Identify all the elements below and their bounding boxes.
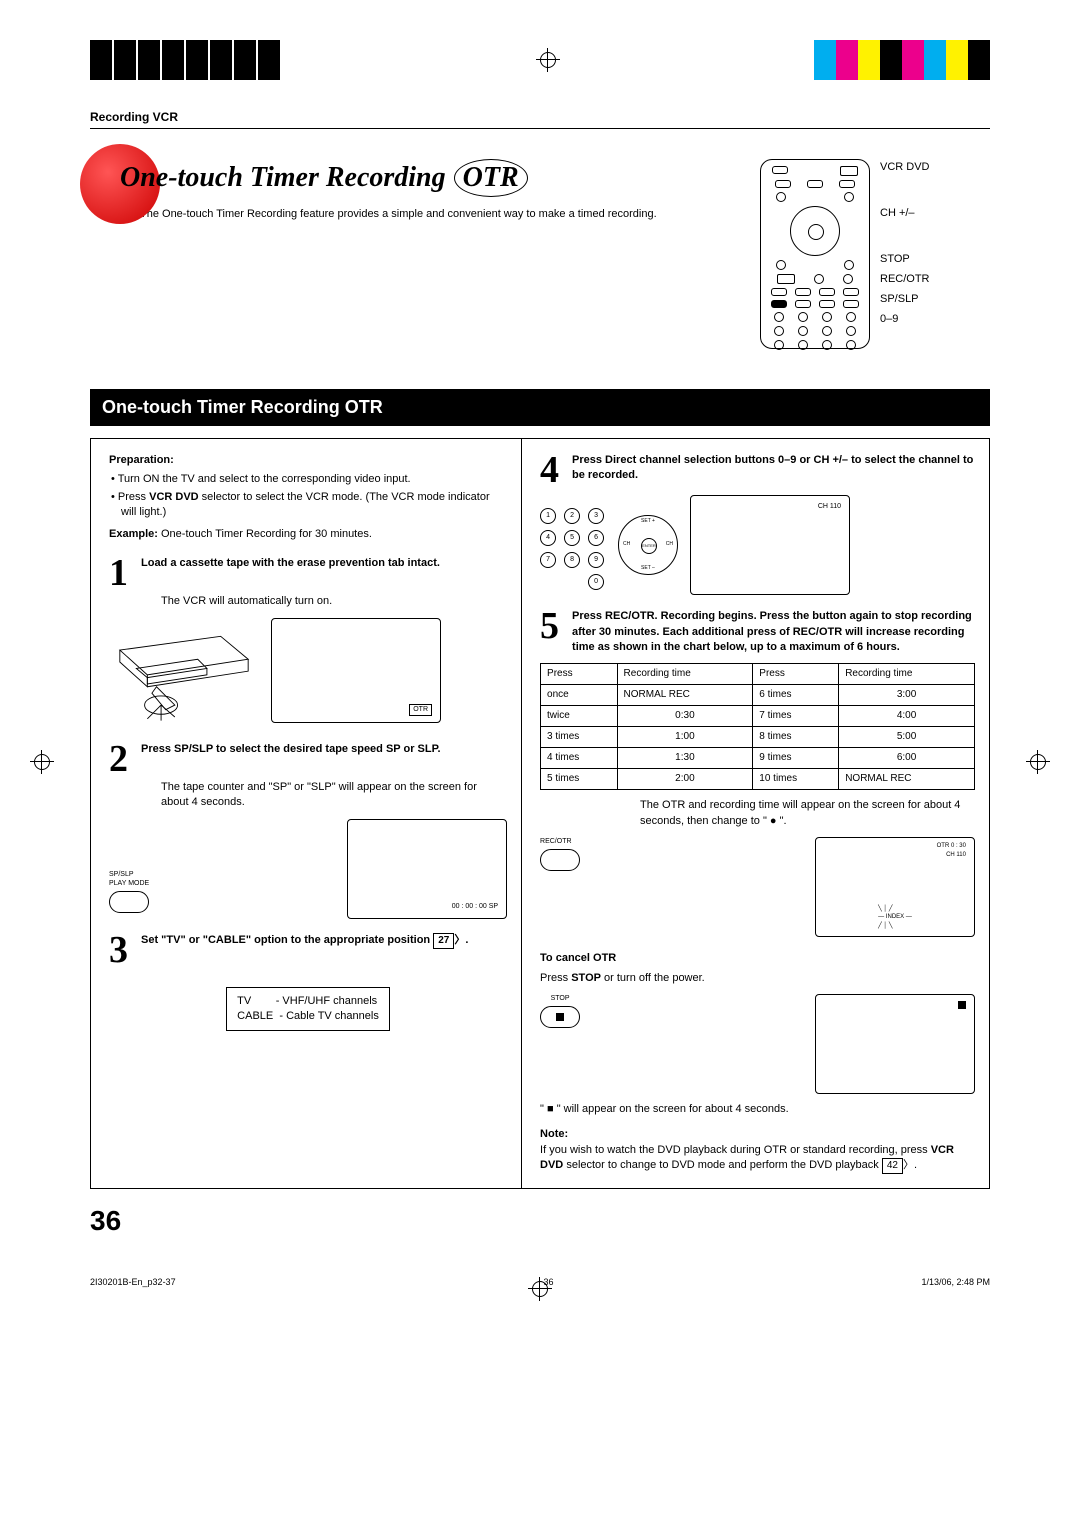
keypad-illustration: 123 456 789 0 [540, 508, 606, 590]
remote-diagram [760, 159, 870, 349]
step5-after-text: The OTR and recording time will appear o… [640, 798, 975, 829]
remote-label: REC/OTR [880, 273, 930, 285]
remote-diagram-block: VCR DVD CH +/– STOP REC/OTR SP/SLP 0–9 [760, 159, 990, 349]
example-line: Example: One-touch Timer Recording for 3… [109, 527, 507, 542]
stop-icon [958, 1001, 966, 1009]
remote-label: VCR DVD [880, 161, 930, 173]
title-oval: OTR [454, 159, 528, 197]
page-number: 36 [90, 1205, 990, 1237]
prep-item: • Press VCR DVD selector to select the V… [109, 490, 507, 521]
remote-label: CH +/– [880, 207, 930, 219]
prep-item: • Turn ON the TV and select to the corre… [109, 472, 507, 487]
note-body: If you wish to watch the DVD playback du… [540, 1143, 975, 1174]
cancel-after-text: " ■ " will appear on the screen for abou… [540, 1102, 975, 1117]
remote-labels: VCR DVD CH +/– STOP REC/OTR SP/SLP 0–9 [880, 159, 930, 349]
section-bar: One-touch Timer Recording OTR [90, 389, 990, 426]
crosshair-icon [30, 750, 54, 774]
step-5: 5 Press REC/OTR. Recording begins. Press… [540, 609, 975, 655]
recording-time-table: Press Recording time Press Recording tim… [540, 663, 975, 790]
step-title: Load a cassette tape with the erase prev… [141, 556, 507, 571]
title-intro: The One-touch Timer Recording feature pr… [140, 207, 730, 222]
title-main: One-touch Timer Recording [120, 162, 446, 194]
step-2: 2 Press SP/SLP to select the desired tap… [109, 742, 507, 776]
step-number: 5 [540, 609, 566, 655]
step-1: 1 Load a cassette tape with the erase pr… [109, 556, 507, 590]
otr-badge: OTR [409, 704, 432, 716]
step-number: 2 [109, 742, 135, 776]
dpad-illustration: ENTER SET + SET – CH CH [618, 515, 678, 575]
note-heading: Note: [540, 1127, 975, 1142]
vcr-illustration [109, 618, 259, 728]
step-title: Set "TV" or "CABLE" option to the approp… [141, 933, 507, 949]
step-body: The tape counter and "SP" or "SLP" will … [161, 780, 507, 811]
calibration-black-strip [90, 40, 282, 80]
step-title: Press SP/SLP to select the desired tape … [141, 742, 507, 757]
left-column: Preparation: • Turn ON the TV and select… [91, 439, 522, 1188]
step-title: Press Direct channel selection buttons 0… [572, 453, 975, 484]
remote-label: SP/SLP [880, 293, 930, 305]
screen-mock [815, 994, 975, 1094]
step-number: 1 [109, 556, 135, 590]
registration-marks [90, 40, 990, 80]
preparation-heading: Preparation: [109, 453, 507, 468]
step-number: 3 [109, 933, 135, 967]
step-4: 4 Press Direct channel selection buttons… [540, 453, 975, 487]
page-title: One-touch Timer Recording OTR [90, 159, 730, 197]
crosshair-icon [536, 48, 560, 72]
crosshair-icon [1026, 750, 1050, 774]
cancel-body: Press STOP or turn off the power. [540, 971, 975, 986]
crosshair-icon [528, 1277, 552, 1301]
screen-mock: 00 : 00 : 00 SP [347, 819, 507, 919]
right-column: 4 Press Direct channel selection buttons… [522, 439, 989, 1188]
footer-right: 1/13/06, 2:48 PM [921, 1277, 990, 1287]
footer: 2I30201B-En_p32-37 36 1/13/06, 2:48 PM [90, 1277, 990, 1287]
screen-mock: OTR 0 : 30 CH 110 ╲ │ ╱ — INDEX — ╱ │ ╲ [815, 837, 975, 937]
section-header: Recording VCR [90, 110, 990, 129]
step-number: 4 [540, 453, 566, 487]
calibration-color-strip [814, 40, 990, 80]
remote-label: 0–9 [880, 313, 930, 325]
screen-mock: CH 110 [690, 495, 850, 595]
spslp-button-illustration: SP/SLP PLAY MODE [109, 870, 149, 919]
remote-label: STOP [880, 253, 930, 265]
footer-left: 2I30201B-En_p32-37 [90, 1277, 176, 1287]
screen-mock: OTR [271, 618, 441, 723]
step-title: Press REC/OTR. Recording begins. Press t… [572, 609, 975, 655]
recotr-button-illustration: REC/OTR [540, 837, 580, 876]
cancel-heading: To cancel OTR [540, 951, 975, 966]
step-body: The VCR will automatically turn on. [161, 594, 507, 609]
step-3: 3 Set "TV" or "CABLE" option to the appr… [109, 933, 507, 967]
tv-cable-table: TV - VHF/UHF channels CABLE - Cable TV c… [226, 987, 390, 1032]
stop-button-illustration: STOP [540, 994, 580, 1033]
